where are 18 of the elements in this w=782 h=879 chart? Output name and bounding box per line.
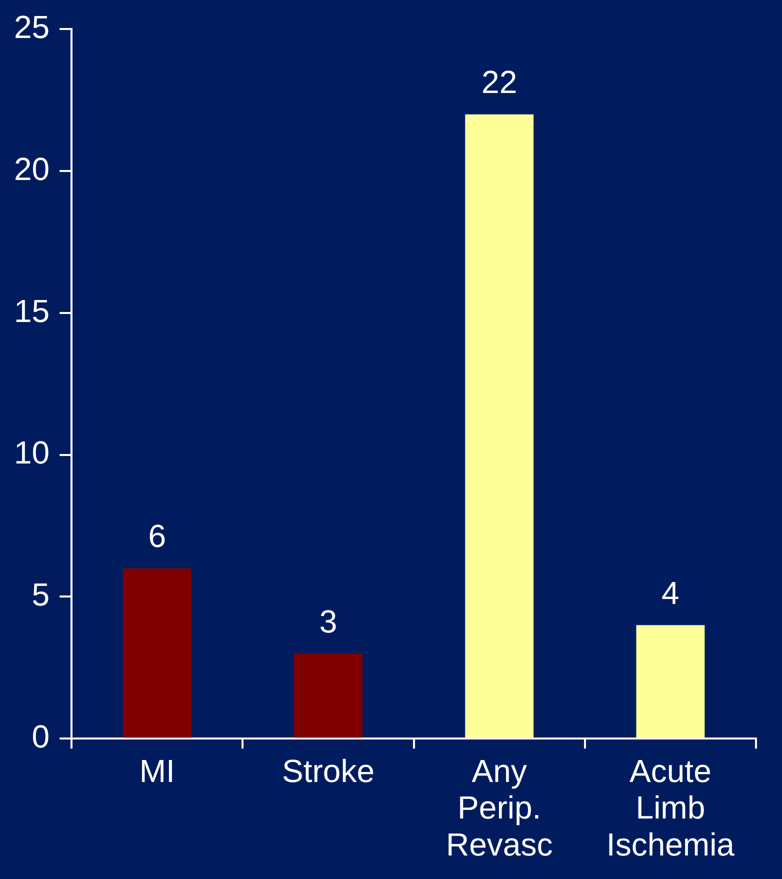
y-tick-label: 20 — [14, 150, 50, 187]
data-label: 6 — [148, 518, 166, 554]
data-label: 3 — [319, 603, 338, 640]
y-tick-label: 25 — [14, 9, 50, 46]
bar — [636, 625, 705, 738]
bar — [294, 653, 362, 738]
x-tick-label: Acute Limb Ischemia — [606, 752, 735, 862]
y-tick-label: 0 — [32, 718, 50, 754]
y-tick-label: 15 — [14, 292, 50, 329]
x-tick-label: Any Perip. Revasc — [446, 752, 553, 862]
data-label: 22 — [482, 64, 518, 100]
bar — [465, 114, 534, 738]
y-tick-label: 5 — [32, 576, 50, 613]
x-tick-label: Stroke — [282, 752, 374, 789]
data-label: 4 — [662, 574, 680, 611]
bar — [122, 568, 192, 738]
y-tick-label: 10 — [14, 434, 50, 471]
x-tick-label: MI — [139, 752, 175, 789]
